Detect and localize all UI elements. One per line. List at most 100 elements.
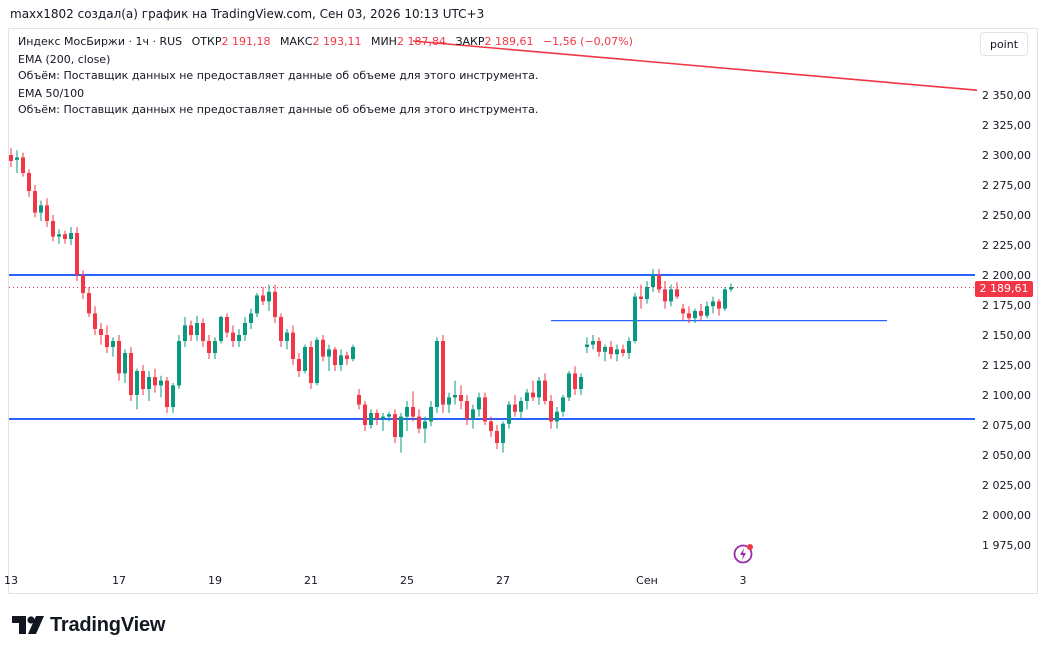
candle-body [141, 371, 145, 389]
candle [75, 227, 79, 281]
candle-body [507, 404, 511, 424]
candle [201, 318, 205, 347]
candle [183, 317, 187, 347]
candle [453, 380, 457, 405]
candle-body [189, 325, 193, 335]
candle-body [549, 401, 553, 422]
x-tick-label: 3 [740, 574, 747, 587]
candle-body [717, 301, 721, 309]
candle [333, 347, 337, 371]
candle [69, 227, 73, 245]
candle-body [483, 397, 487, 422]
candle-body [231, 332, 235, 341]
candle-body [399, 416, 403, 437]
candle-body [129, 353, 133, 395]
candle [21, 152, 25, 177]
candle-body [273, 291, 277, 317]
chart-frame[interactable] [8, 28, 1038, 594]
tradingview-logo[interactable]: TradingView [12, 612, 165, 638]
legend-volume-note-1: Объём: Поставщик данных не предоставляет… [18, 69, 539, 82]
candle-body [39, 205, 43, 213]
candle [135, 368, 139, 410]
candle [189, 320, 193, 341]
candle [273, 284, 277, 323]
lightning-alert-icon[interactable] [733, 543, 755, 565]
candle [729, 283, 733, 292]
candle [165, 377, 169, 413]
candle [147, 371, 151, 401]
candle-body [651, 275, 655, 287]
candle [687, 306, 691, 323]
candle [351, 344, 355, 362]
candle-body [171, 385, 175, 407]
candle [429, 401, 433, 427]
candle [495, 425, 499, 449]
candle-body [537, 380, 541, 398]
candle [555, 407, 559, 429]
candle [111, 337, 115, 357]
candle-body [519, 401, 523, 412]
candle [81, 270, 85, 299]
candle-body [375, 413, 379, 419]
candle [531, 380, 535, 401]
candle [381, 413, 385, 431]
candle [177, 335, 181, 389]
legend-close-value: 2 189,61 [484, 35, 534, 48]
legend-high-label: МАКС [279, 35, 313, 48]
candle-body [501, 423, 505, 443]
candle [399, 413, 403, 453]
y-tick-label: 2 325,00 [982, 119, 1031, 132]
candle-body [645, 287, 649, 299]
legend-ema-200[interactable]: EMA (200, close) [18, 53, 111, 66]
legend-ema-50-100[interactable]: EMA 50/100 [18, 87, 85, 100]
trend-line [412, 40, 978, 91]
candle [693, 308, 697, 323]
point-button[interactable]: point [980, 32, 1028, 56]
candle-body [201, 323, 205, 341]
candle [213, 337, 217, 359]
candle-body [531, 392, 535, 398]
legend-ohlc: Индекс МосБиржи · 1ч · RUS ОТКР2 191,18 … [18, 35, 633, 48]
candle-body [363, 404, 367, 425]
candle-body [729, 287, 733, 290]
candle-body [93, 313, 97, 329]
candle [723, 287, 727, 311]
chart-attribution: maxx1802 создал(а) график на TradingView… [10, 7, 485, 21]
y-tick-label: 2 225,00 [982, 239, 1031, 252]
candle-body [123, 353, 127, 374]
candle [45, 198, 49, 227]
candle-body [177, 341, 181, 386]
candle-body [621, 349, 625, 353]
candle-body [207, 341, 211, 353]
candle-body [603, 347, 607, 352]
candle-body [279, 317, 283, 341]
candle [591, 335, 595, 350]
candle-body [117, 341, 121, 374]
candle [15, 150, 19, 173]
candle [219, 315, 223, 344]
candle [711, 296, 715, 314]
candle-body [267, 291, 271, 302]
candle [303, 344, 307, 374]
candle [669, 284, 673, 307]
y-tick-label: 2 175,00 [982, 299, 1031, 312]
candle-body [219, 317, 223, 341]
candle [459, 385, 463, 410]
candle-body [627, 341, 631, 353]
candle [627, 337, 631, 359]
candle [441, 335, 445, 413]
candle [645, 281, 649, 304]
candle [633, 293, 637, 344]
y-tick-label: 2 150,00 [982, 329, 1031, 342]
candle [39, 200, 43, 221]
candle [639, 284, 643, 309]
candle [609, 341, 613, 359]
y-tick-label: 2 200,00 [982, 269, 1031, 282]
tradingview-logo-icon [12, 616, 44, 634]
candle [9, 147, 13, 167]
candle [255, 293, 259, 317]
legend-change: −1,56 (−0,07%) [542, 35, 633, 48]
candle [339, 349, 343, 371]
candle-body [357, 395, 361, 405]
